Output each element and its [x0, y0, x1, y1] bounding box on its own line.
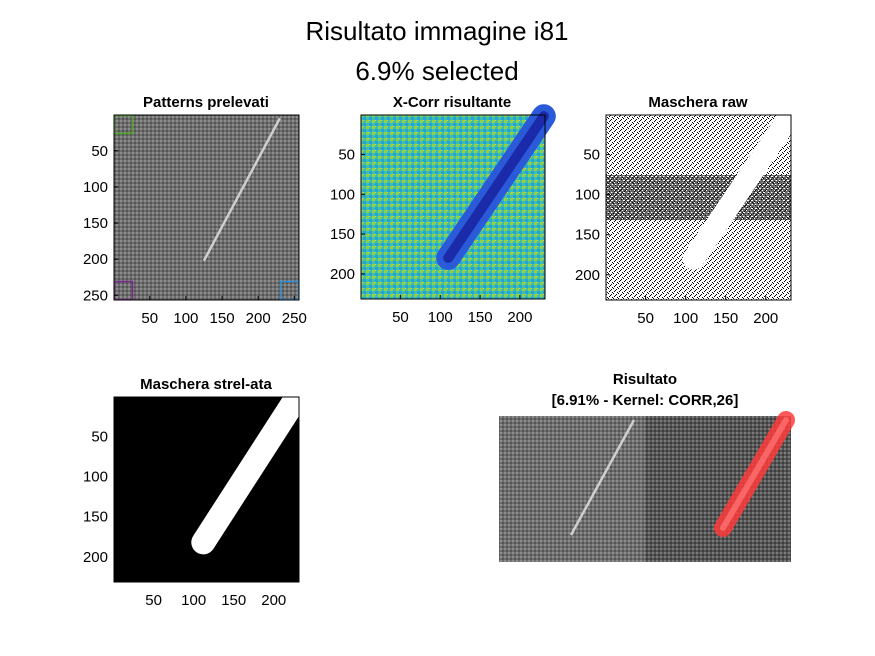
x-tick-label: 200 [246, 310, 271, 327]
x-tick-label: 200 [507, 309, 532, 326]
y-tick-label: 50 [338, 146, 355, 163]
x-tick-label: 200 [261, 592, 286, 609]
overlay-band-core [720, 417, 789, 531]
axes-title: Maschera strel-ata [140, 376, 272, 393]
y-tick-label: 200 [83, 549, 108, 566]
axes-frame [113, 114, 300, 301]
y-tick-label: 100 [330, 186, 355, 203]
y-tick-label: 250 [83, 287, 108, 304]
y-tick-label: 150 [575, 227, 600, 244]
y-tick-label: 50 [91, 429, 108, 446]
y-tick-label: 100 [83, 469, 108, 486]
figure-title: Risultato immagine i81 [305, 16, 568, 46]
y-tick-label: 200 [330, 266, 355, 283]
correlation-band-core [443, 111, 549, 263]
x-tick-label: 100 [173, 310, 198, 327]
image-grayscale [114, 115, 299, 300]
axes-maschera-strelata: Maschera strel-ata 50 100 150 200 50 100 150 20… [83, 376, 309, 609]
y-tick-label: 100 [83, 179, 108, 196]
x-tick-label: 50 [145, 592, 162, 609]
axes-title: Maschera raw [648, 94, 748, 111]
y-tick-label: 200 [575, 267, 600, 284]
x-tick-label: 50 [392, 309, 409, 326]
x-tick-label: 100 [673, 310, 698, 327]
x-tick-label: 150 [210, 310, 235, 327]
axes-risultato: Risultato [6.91% - Kernel: CORR,26] [499, 371, 795, 562]
x-tick-label: 250 [282, 310, 307, 327]
x-tick-label: 200 [753, 310, 778, 327]
y-tick-label: 50 [91, 143, 108, 160]
streak-line [202, 117, 281, 262]
axes-title: Patterns prelevati [143, 94, 269, 111]
image-original [499, 416, 645, 562]
axes-frame [360, 114, 546, 300]
axes-subtitle: [6.91% - Kernel: CORR,26] [552, 392, 739, 409]
axes-title: Risultato [613, 371, 677, 388]
x-tick-label: 150 [468, 309, 493, 326]
y-tick-label: 100 [575, 187, 600, 204]
axes-maschera-raw: Maschera raw 50 100 150 200 50 100 150 200 [575, 94, 801, 327]
axes-patterns-prelevati: Patterns prelevati 50 100 150 200 250 50 100 15… [83, 94, 307, 327]
x-tick-label: 150 [713, 310, 738, 327]
streak-line [569, 419, 636, 536]
axes-frame [605, 114, 792, 301]
y-tick-label: 50 [583, 147, 600, 164]
mask-band [682, 105, 801, 270]
x-tick-label: 100 [181, 592, 206, 609]
y-tick-label: 150 [83, 215, 108, 232]
y-tick-label: 150 [330, 226, 355, 243]
axes-xcorr: X-Corr risultante 50 100 150 200 50 100 150 200 [330, 94, 556, 326]
axes-title: X-Corr risultante [393, 94, 511, 111]
figure-subtitle: 6.9% selected [355, 56, 518, 86]
x-tick-label: 50 [637, 310, 654, 327]
x-tick-label: 50 [141, 310, 158, 327]
y-tick-label: 150 [83, 509, 108, 526]
axes-frame [113, 396, 300, 583]
x-tick-label: 100 [428, 309, 453, 326]
x-tick-label: 150 [221, 592, 246, 609]
mask-band [191, 386, 309, 555]
y-tick-label: 200 [83, 251, 108, 268]
image-dense-band [606, 175, 791, 220]
